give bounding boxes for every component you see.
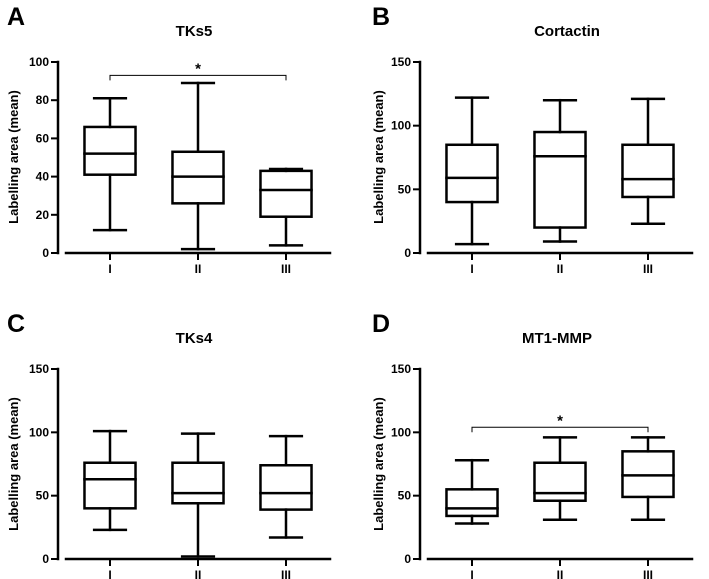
box-II: [533, 98, 587, 243]
y-tick-label: 50: [36, 489, 50, 503]
box-III: [621, 436, 675, 521]
panel-title: TKs4: [176, 330, 213, 347]
y-tick-label: 0: [404, 552, 411, 566]
y-tick-label: 60: [36, 131, 50, 145]
panel-letter: D: [372, 310, 390, 338]
iqr-box: [83, 461, 137, 510]
x-tick-label: II: [195, 262, 202, 276]
y-tick-label: 100: [391, 119, 411, 133]
y-tick-label: 150: [391, 362, 411, 376]
panel-b: B Cortactin Labelling area (mean) 0 50 100…: [371, 3, 694, 276]
y-tick-label: 150: [29, 362, 49, 376]
x-tick-label: II: [557, 568, 564, 579]
iqr-box: [621, 450, 675, 499]
y-axis-label: Labelling area (mean): [371, 90, 386, 224]
panel-letter: A: [7, 3, 25, 31]
y-tick-label: 50: [398, 489, 412, 503]
panel-title: TKs5: [176, 23, 213, 40]
box-I: [83, 97, 137, 232]
x-tick-label: III: [281, 568, 291, 579]
box-III: [259, 434, 313, 539]
box-II: [171, 432, 225, 558]
x-tick-label: III: [643, 568, 653, 579]
y-tick-label: 80: [36, 93, 50, 107]
y-axis-label: Labelling area (mean): [6, 397, 21, 531]
box-III: [621, 97, 675, 225]
y-tick-label: 0: [404, 246, 411, 260]
panel-title: Cortactin: [534, 23, 600, 40]
y-tick-label: 100: [29, 55, 49, 69]
iqr-box: [533, 130, 587, 229]
iqr-box: [83, 125, 137, 176]
significance-bracket: [109, 74, 287, 81]
y-tick-label: 0: [42, 552, 49, 566]
x-tick-label: I: [470, 568, 473, 579]
x-tick-label: I: [108, 262, 111, 276]
x-tick-label: III: [281, 262, 291, 276]
iqr-box: [533, 461, 587, 502]
box-III: [259, 167, 313, 247]
panel-title: MT1-MMP: [522, 330, 592, 347]
box-I: [445, 458, 499, 525]
iqr-box: [259, 464, 313, 511]
y-tick-label: 40: [36, 170, 50, 184]
iqr-box: [621, 143, 675, 199]
y-tick-label: 100: [29, 425, 49, 439]
box-I: [83, 429, 137, 532]
iqr-box: [445, 143, 499, 204]
panel-d: D MT1-MMP Labelling area (mean) 0 50 100 15…: [371, 310, 694, 579]
y-tick-label: 20: [36, 208, 50, 222]
x-tick-label: II: [557, 262, 564, 276]
y-tick-label: 50: [398, 182, 412, 196]
y-axis-label: Labelling area (mean): [371, 397, 386, 531]
significance-label: *: [195, 60, 201, 77]
iqr-box: [171, 461, 225, 505]
significance-label: *: [557, 412, 563, 429]
panel-a: A TKs5 Labelling area (mean) 0 20 40 60 80 10…: [6, 3, 332, 276]
y-axis-label: Labelling area (mean): [6, 90, 21, 224]
y-tick-label: 100: [391, 425, 411, 439]
box-II: [171, 81, 225, 251]
y-tick-label: 0: [42, 246, 49, 260]
box-II: [533, 436, 587, 521]
x-tick-label: III: [643, 262, 653, 276]
y-tick-label: 150: [391, 55, 411, 69]
x-tick-label: I: [470, 262, 473, 276]
box-I: [445, 96, 499, 246]
significance-bracket: [471, 426, 649, 433]
iqr-box: [259, 169, 313, 218]
x-tick-label: I: [108, 568, 111, 579]
iqr-box: [445, 488, 499, 518]
panel-letter: C: [7, 310, 25, 338]
x-tick-label: II: [195, 568, 202, 579]
panel-letter: B: [372, 3, 390, 31]
